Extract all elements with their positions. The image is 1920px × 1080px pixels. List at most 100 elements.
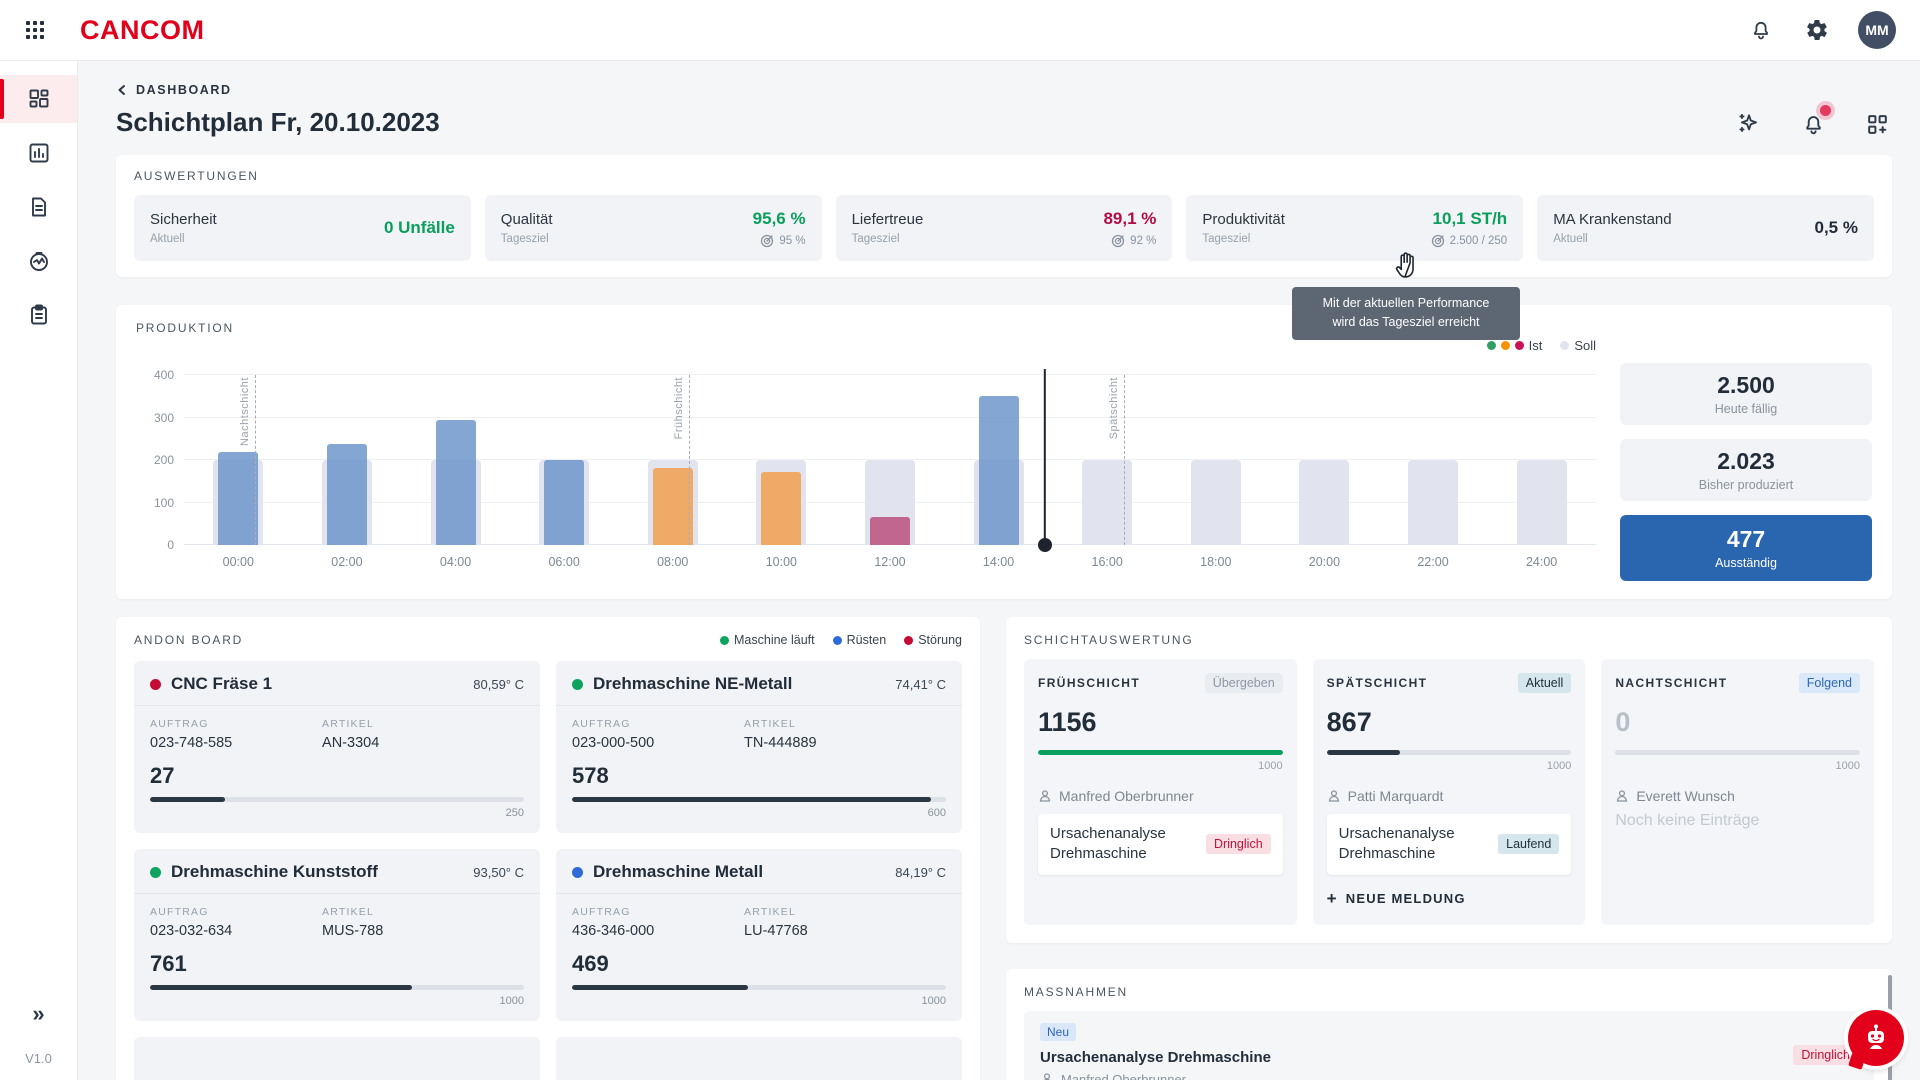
machine-grid: CNC Fräse 1 80,59° C AUFTRAG 023-748-585 ART… (134, 661, 962, 1080)
chart-bar-group-04:00[interactable] (401, 375, 510, 545)
shift-marker-label: Nachtschicht (238, 377, 251, 446)
brand-logo[interactable]: CANCOM (80, 14, 205, 45)
shift-marker-line (1123, 375, 1125, 545)
kpi-value-block: 0,5 % (1815, 218, 1858, 238)
chart-bar-group-20:00[interactable] (1270, 375, 1379, 545)
kpi-card-3[interactable]: Produktivität Tagesziel 10,1 ST/h 2.500 / 2… (1186, 195, 1524, 261)
machine-card-3[interactable]: Drehmaschine Metall 84,19° C AUFTRAG 436-34… (556, 849, 962, 1021)
shift-empty-text: Noch keine Einträge (1615, 812, 1760, 829)
shift-count: 1156 (1038, 707, 1097, 737)
shift-progress-fill (1326, 750, 1401, 755)
x-axis-tick-label: 06:00 (548, 555, 580, 569)
sidebar-item-dashboard[interactable] (0, 75, 77, 123)
legend-ist-dot (1486, 340, 1496, 350)
ist-bar (544, 460, 585, 545)
chart-bar-group-18:00[interactable] (1161, 375, 1270, 545)
machine-card-1[interactable]: Drehmaschine NE-Metall 74,41° C AUFTRAG 023… (556, 661, 962, 833)
shift-marker-label: Spätschicht (1107, 377, 1120, 440)
stat-card-0[interactable]: 2.500 Heute fällig (1620, 363, 1872, 425)
kpi-card-1[interactable]: Qualität Tagesziel 95,6 % 95 % (484, 195, 822, 261)
massnahmen-label: MASSNAHMEN (1024, 984, 1129, 999)
kpi-target-value: 2.500 / 250 (1449, 234, 1508, 247)
andon-legend-item: Störung (904, 633, 962, 647)
new-message-button[interactable]: + NEUE MELDUNG (1327, 889, 1572, 909)
machine-card-partial[interactable] (134, 1037, 540, 1080)
current-time-line (1043, 369, 1046, 545)
sidebar-expand-button[interactable]: » (32, 1001, 45, 1026)
machine-card-0[interactable]: CNC Fräse 1 80,59° C AUFTRAG 023-748-585 ART… (134, 661, 540, 833)
artikel-value: MUS-788 (322, 923, 384, 939)
shift-status-badge: Aktuell (1517, 673, 1572, 693)
sidebar-footer: » V1.0 (0, 1003, 77, 1080)
auftrag-label: AUFTRAG (150, 718, 209, 730)
artikel-label: ARTIKEL (744, 718, 797, 730)
kpi-value: 95,6 % (752, 208, 806, 228)
machine-order-info: AUFTRAG 023-748-585 ARTIKEL AN-3304 (150, 718, 524, 751)
kpi-card-0[interactable]: Sicherheit Aktuell 0 Unfälle (134, 195, 471, 261)
machine-temperature: 93,50° C (473, 864, 524, 880)
kpi-card-2[interactable]: Liefertreue Tagesziel 89,1 % 92 % (835, 195, 1173, 261)
shift-card-1: SPÄTSCHICHT Aktuell 867 1000 Patti Marquardt… (1312, 659, 1586, 925)
machine-card-partial[interactable] (556, 1037, 962, 1080)
chart-x-axis: 00:00 02:00 04:00 06:00 08:00 10:00 12:00 14:00… (184, 555, 1596, 569)
andon-label: ANDON BOARD (134, 633, 244, 647)
alerts-button[interactable] (1798, 105, 1831, 139)
bar-chart-icon (29, 143, 48, 163)
massnahme-item-0[interactable]: Neu Ursachenanalyse Drehmaschine Manfred O… (1024, 1010, 1874, 1080)
x-axis-tick-label: 22:00 (1417, 555, 1449, 569)
breadcrumb[interactable]: DASHBOARD (116, 83, 440, 97)
kpi-card-4[interactable]: MA Krankenstand Aktuell 0,5 % (1537, 195, 1874, 261)
dashboard-icon (29, 89, 48, 108)
chart-bar-group-22:00[interactable] (1379, 375, 1488, 545)
shift-progress-fill (1038, 750, 1283, 755)
stat-value: 2.500 (1717, 372, 1775, 398)
auswertungen-label: AUSWERTUNGEN (134, 169, 259, 183)
shift-task-chip[interactable]: Ursachenanalyse Drehmaschine Laufend (1326, 814, 1572, 875)
add-widget-button[interactable] (1862, 109, 1892, 139)
app-grid-menu-button[interactable] (18, 13, 52, 47)
chart-bar-group-12:00[interactable] (836, 375, 945, 545)
x-axis-tick-label: 12:00 (874, 555, 906, 569)
person-icon (1043, 1073, 1051, 1080)
kpi-target-row: 92 % (1103, 234, 1156, 248)
artikel-column: ARTIKEL LU-47768 (744, 906, 916, 939)
shift-progress-track (1326, 750, 1572, 755)
soll-bar (1299, 460, 1350, 545)
kpi-value: 10,1 ST/h (1432, 208, 1508, 228)
y-axis-tick-label: 300 (153, 410, 174, 425)
chart-bar-group-02:00[interactable] (293, 375, 402, 545)
sidebar-item-reports[interactable] (0, 129, 77, 177)
auftrag-label: AUFTRAG (150, 906, 209, 918)
machine-order-info: AUFTRAG 023-000-500 ARTIKEL TN-444889 (572, 718, 946, 751)
chart-bar-group-14:00[interactable] (944, 375, 1053, 545)
machine-name: Drehmaschine NE-Metall (593, 674, 793, 693)
ai-assist-button[interactable] (1734, 109, 1764, 139)
shift-marker-label: Frühschicht (673, 377, 686, 440)
machine-card-body: AUFTRAG 023-000-500 ARTIKEL TN-444889 578 600 (556, 706, 962, 833)
page-title: Schichtplan Fr, 20.10.2023 (116, 107, 440, 137)
chat-assistant-button[interactable] (1848, 1010, 1904, 1066)
settings-button[interactable] (1802, 15, 1832, 45)
machine-card-2[interactable]: Drehmaschine Kunststoff 93,50° C AUFTRAG 02… (134, 849, 540, 1021)
machine-progress-fill (572, 985, 748, 990)
soll-bar (1082, 460, 1133, 545)
auftrag-column: AUFTRAG 023-748-585 (150, 718, 322, 751)
sidebar-item-tasks[interactable] (0, 291, 77, 339)
sidebar-item-performance[interactable] (0, 237, 77, 285)
stat-card-2[interactable]: 477 Ausständig (1620, 515, 1872, 581)
andon-legend-label: Maschine läuft (734, 633, 815, 647)
machine-progress-fill (150, 797, 225, 802)
chart-bar-group-06:00[interactable] (510, 375, 619, 545)
chart-bar-group-10:00[interactable] (727, 375, 836, 545)
stat-card-1[interactable]: 2.023 Bisher produziert (1620, 439, 1872, 501)
user-avatar[interactable]: MM (1858, 11, 1896, 49)
sidebar-item-documents[interactable] (0, 183, 77, 231)
shift-task-chip[interactable]: Ursachenanalyse Drehmaschine Dringlich (1038, 814, 1283, 875)
machine-card-body: AUFTRAG 023-032-634 ARTIKEL MUS-788 761 1000 (134, 894, 540, 1021)
schichtauswertung-section: SCHICHTAUSWERTUNG FRÜHSCHICHT Übergeben 11… (1006, 617, 1892, 943)
shift-card-header: NACHTSCHICHT Folgend (1615, 673, 1860, 693)
task-status-badge: Laufend (1498, 834, 1560, 855)
notifications-button[interactable] (1746, 15, 1776, 45)
chart-bar-group-24:00[interactable] (1487, 375, 1596, 545)
massnahme-person: Manfred Oberbrunner (1040, 1072, 1271, 1080)
